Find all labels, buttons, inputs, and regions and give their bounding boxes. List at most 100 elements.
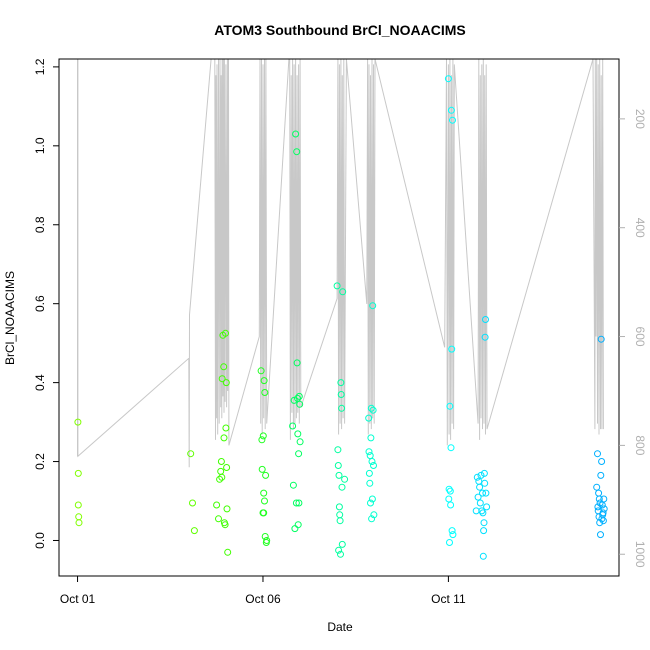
data-point [220, 363, 228, 371]
data-point [474, 493, 482, 501]
data-point [367, 404, 375, 412]
data-point [223, 464, 231, 471]
y-tick-label: 0.6 [33, 295, 47, 312]
data-point [370, 462, 377, 469]
data-point [216, 475, 224, 483]
data-point [477, 471, 485, 479]
data-point [446, 487, 454, 495]
y-tick-label: 1.0 [33, 137, 47, 154]
data-point [447, 501, 455, 509]
data-point [369, 406, 377, 414]
data-point [290, 396, 298, 404]
data-point [220, 434, 228, 442]
data-point [479, 489, 486, 497]
data-point [296, 400, 304, 408]
y-tick-label: 0.8 [33, 216, 47, 233]
data-point [223, 505, 231, 513]
data-point [339, 288, 347, 296]
data-point [289, 481, 297, 489]
data-point [448, 527, 456, 535]
data-point [597, 531, 604, 539]
data-point [475, 477, 483, 485]
altitude-line [77, 58, 604, 468]
altitude-profile [77, 58, 604, 468]
data-point [366, 452, 374, 460]
data-point [222, 379, 230, 387]
data-point [598, 458, 606, 465]
data-point [217, 458, 225, 465]
x-tick-label: Oct 01 [60, 592, 96, 606]
data-point [295, 499, 303, 507]
data-point [261, 533, 269, 540]
data-point [365, 414, 373, 422]
data-point [367, 499, 374, 507]
data-point [335, 503, 343, 511]
data-point [595, 489, 603, 497]
data-point [370, 511, 378, 519]
data-point [258, 436, 266, 444]
data-point [368, 458, 376, 465]
data-point [365, 448, 373, 456]
data-point [445, 495, 453, 503]
data-point [74, 501, 82, 509]
data-point [75, 513, 83, 521]
data-point [292, 499, 300, 507]
x-axis: Oct 01 Oct 06 Oct 11 [60, 576, 466, 606]
y-tick-label: 0.2 [33, 453, 47, 470]
data-point [473, 473, 481, 481]
data-point [336, 517, 344, 525]
right-tick-label: 800 [633, 435, 647, 455]
data-point [483, 503, 491, 511]
data-point [294, 521, 302, 529]
data-point [593, 483, 601, 491]
data-point [224, 548, 232, 556]
data-point [291, 525, 299, 533]
data-point [476, 499, 484, 507]
data-point [446, 539, 453, 546]
data-point [260, 489, 268, 497]
x-tick-label: Oct 11 [431, 592, 466, 606]
data-point [594, 503, 602, 511]
x-axis-label: Date [327, 620, 353, 634]
data-point [74, 469, 82, 477]
data-point [445, 485, 453, 493]
data-point [293, 359, 301, 367]
data-point [218, 473, 226, 481]
chart-title: ATOM3 Southbound BrCl_NOAACIMS [214, 22, 465, 38]
data-point [334, 462, 342, 469]
data-point [338, 540, 346, 548]
data-point [218, 375, 226, 383]
data-point [597, 335, 605, 343]
data-point [221, 521, 229, 529]
data-point [449, 116, 456, 124]
data-point [187, 450, 195, 458]
data-point [215, 515, 222, 523]
data-point [449, 531, 457, 539]
data-point [74, 418, 82, 426]
data-point [289, 422, 297, 430]
data-point [338, 483, 346, 491]
data-point [222, 329, 229, 337]
data-point [444, 75, 452, 83]
data-point [337, 379, 345, 387]
data-point [447, 444, 455, 452]
data-point [257, 367, 265, 375]
data-point [260, 509, 268, 517]
data-point [367, 434, 375, 442]
data-point [190, 527, 198, 535]
x-tick-label: Oct 06 [245, 592, 281, 606]
data-point [259, 432, 267, 440]
data-point [333, 282, 341, 290]
data-point [261, 389, 269, 396]
data-point [75, 519, 83, 527]
data-point [599, 517, 607, 525]
data-point [480, 527, 488, 535]
right-tick-label: 400 [633, 218, 647, 238]
data-point [596, 519, 604, 527]
data-point [600, 505, 608, 513]
data-point [258, 465, 266, 473]
data-point [448, 345, 456, 353]
right-tick-label: 600 [633, 327, 647, 347]
data-point [217, 467, 225, 475]
